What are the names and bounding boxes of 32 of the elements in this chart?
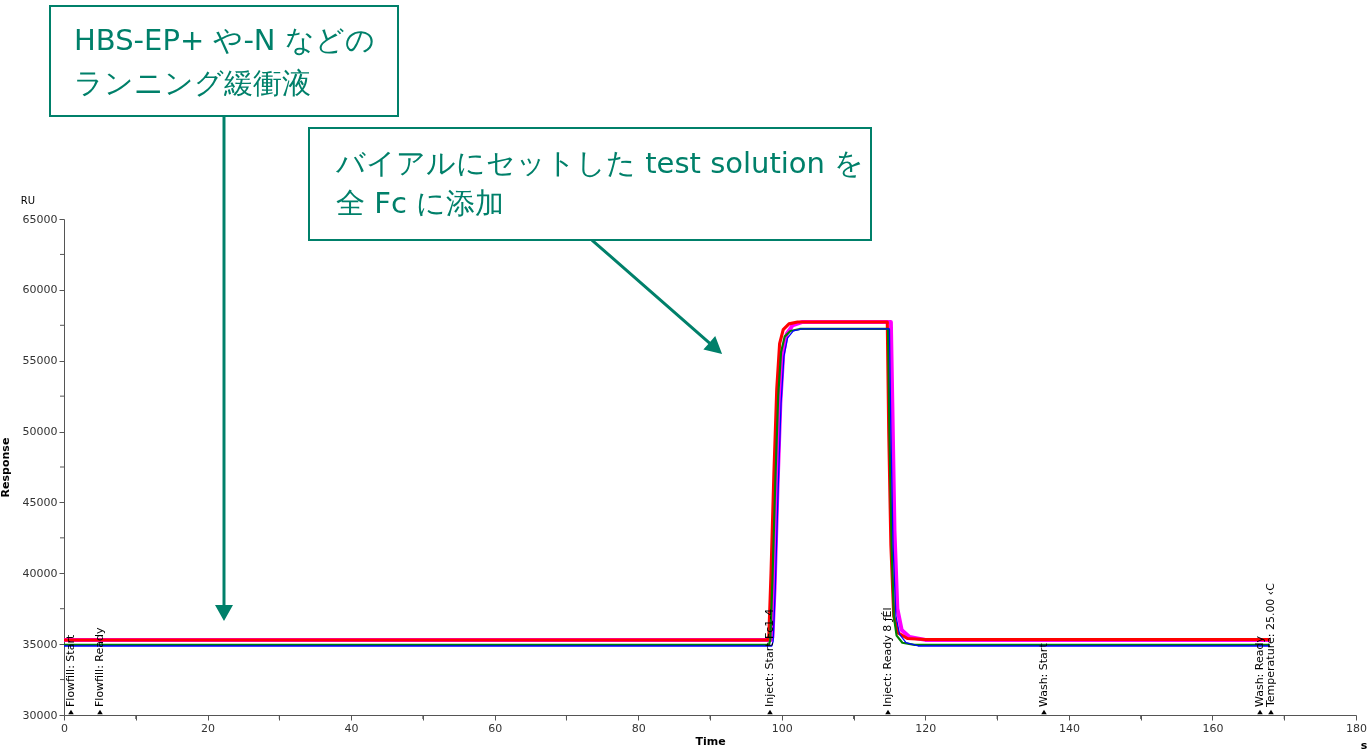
text: バイアルにセットした test solution を	[335, 146, 865, 180]
y-tick-label: 60000	[22, 283, 58, 297]
text: ランニング緩衝液	[74, 66, 311, 100]
annotation: Inject: Ready 8 ƒÉl	[881, 607, 894, 707]
text: s	[1360, 739, 1368, 752]
annotation: Flowfill: Ready	[93, 627, 106, 707]
y-tick-label: 35000	[22, 637, 58, 651]
text: HBS-EP+ や-N などの	[74, 23, 375, 57]
annotation: Inject: Start Fc1-4	[763, 608, 776, 707]
x-tick-label: 60	[488, 721, 503, 735]
x-tick-label: 20	[201, 721, 216, 735]
x-tick-label: 120	[915, 721, 937, 735]
x-tick-label: 40	[344, 721, 359, 735]
y-tick-label: 55000	[22, 354, 58, 368]
x-tick-label: 140	[1058, 721, 1080, 735]
annotation: Wash: Start	[1037, 642, 1050, 707]
y-tick-label: 65000	[22, 212, 58, 226]
y-axis-title: Response	[0, 437, 12, 498]
annotation: Wash: Ready	[1253, 635, 1266, 707]
x-tick-label: 80	[631, 721, 646, 735]
text: RU	[20, 195, 36, 206]
annotation: Flowfill: Start	[64, 634, 77, 707]
y-tick-label: 40000	[22, 566, 58, 580]
annotation: 全 Fc に添加	[336, 186, 505, 220]
x-tick-label: 180	[1346, 721, 1367, 735]
x-tick-label: 0	[61, 721, 68, 735]
y-tick-label: 30000	[22, 708, 58, 722]
x-axis-title: Time	[695, 734, 726, 748]
x-tick-label: 100	[771, 721, 793, 735]
y-tick-label: 50000	[22, 425, 58, 439]
x-tick-label: 160	[1202, 721, 1224, 735]
y-tick-label: 45000	[22, 495, 58, 509]
